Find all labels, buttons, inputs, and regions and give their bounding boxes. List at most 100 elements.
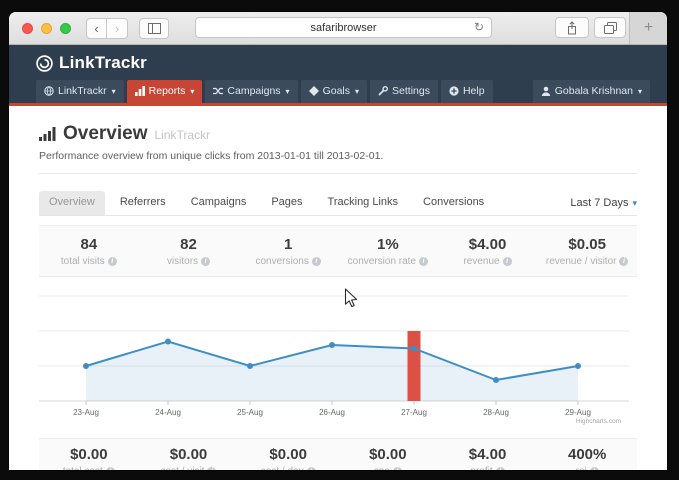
chevron-down-icon: ▾: [632, 197, 637, 208]
info-icon[interactable]: i: [495, 467, 505, 470]
stat-label: total cost: [63, 466, 103, 470]
chevron-down-icon: ▾: [285, 86, 290, 96]
stat-value: 82: [180, 236, 197, 253]
stats-bars-icon: [39, 127, 56, 141]
back-button[interactable]: ‹: [86, 17, 107, 39]
stat-cost-day: $0.00 cost / dayi: [238, 446, 338, 470]
stat-label: cost / visit: [161, 466, 205, 470]
stat-label: revenue / visitor: [545, 256, 617, 267]
stat-value: $0.00: [269, 446, 307, 463]
chevron-down-icon: ▾: [637, 86, 642, 96]
info-icon[interactable]: i: [306, 467, 316, 470]
info-icon[interactable]: i: [311, 257, 321, 266]
stat-conversions: 1 conversions i: [238, 236, 338, 267]
stat-value: 1: [284, 236, 293, 253]
tab-campaigns[interactable]: Campaigns: [190, 196, 247, 208]
tab-overview-button[interactable]: [594, 17, 626, 38]
minimize-window-icon[interactable]: [41, 22, 52, 34]
stat-value: $4.00: [468, 446, 507, 463]
nav-item-campaigns[interactable]: Campaigns ▾: [205, 80, 298, 103]
info-icon[interactable]: i: [105, 467, 115, 470]
plus-icon: +: [643, 19, 654, 36]
tab-conversions[interactable]: Conversions: [423, 196, 485, 208]
tab-overview[interactable]: Overview: [39, 191, 105, 215]
stat-total-visits: 84 total visits i: [39, 236, 139, 267]
info-icon[interactable]: i: [619, 257, 629, 266]
tab-referrers[interactable]: Referrers: [119, 196, 166, 208]
stat-value: $0.05: [568, 236, 606, 253]
stat-label: cpa: [374, 466, 390, 470]
svg-text:24-Aug: 24-Aug: [155, 408, 181, 417]
tab-pages[interactable]: Pages: [271, 196, 303, 208]
stat-total-cost: $0.00 total costi: [39, 446, 139, 470]
brand[interactable]: LinkTrackr: [9, 52, 667, 80]
info-icon[interactable]: i: [589, 467, 599, 470]
stat-label: conversions: [255, 256, 309, 267]
chevron-down-icon: ▾: [190, 86, 195, 96]
wrench-icon: [378, 86, 389, 96]
share-button[interactable]: [555, 17, 589, 38]
close-window-icon[interactable]: [22, 22, 33, 34]
page-subtitle: Performance overview from unique clicks …: [39, 150, 384, 162]
date-range-dropdown[interactable]: Last 7 Days ▾: [570, 197, 637, 209]
stat-value: 84: [80, 236, 98, 253]
stat-value: $0.00: [70, 446, 108, 463]
stat-revenue-visitor: $0.05 revenue / visitor i: [537, 236, 637, 267]
info-icon[interactable]: i: [419, 257, 429, 266]
stats-row-top: 84 total visits i 82 visitors i 1 conversions i 1…: [39, 225, 637, 277]
visits-chart[interactable]: 23-Aug 24-Aug 25-Aug 26-Aug 27-Aug 28-Aug 29-A…: [39, 277, 637, 427]
page-title: Overview: [63, 123, 148, 144]
nav-item-label: Goals: [322, 85, 350, 97]
svg-text:Highcharts.com: Highcharts.com: [576, 418, 621, 425]
stat-profit: $4.00 profiti: [438, 446, 538, 470]
sidebar-toggle-button[interactable]: [139, 17, 169, 39]
report-tabbar: Overview Referrers Campaigns Pages Tracking …: [39, 191, 637, 216]
nav-item-label: LinkTrackr: [58, 85, 107, 97]
history-nav-group: ‹ ›: [86, 17, 128, 39]
share-icon: [568, 20, 576, 34]
stat-revenue: $4.00 revenue i: [438, 236, 538, 267]
svg-text:27-Aug: 27-Aug: [401, 408, 427, 417]
forward-button[interactable]: ›: [107, 17, 128, 39]
info-icon[interactable]: i: [201, 257, 211, 266]
page-content: Overview LinkTrackr Performance overview…: [9, 106, 667, 470]
address-bar[interactable]: safaribrowser ↻: [195, 17, 492, 38]
help-circle-icon: [449, 86, 459, 96]
nav-item-label: Campaigns: [227, 85, 281, 97]
nav-item-help[interactable]: Help: [440, 80, 493, 103]
new-tab-button[interactable]: +: [629, 12, 667, 44]
nav-item-settings[interactable]: Settings: [370, 80, 438, 103]
stat-value: $4.00: [468, 236, 507, 253]
chevron-down-icon: ▾: [355, 86, 360, 96]
nav-item-linktrackr[interactable]: LinkTrackr ▾: [36, 80, 124, 103]
svg-text:29-Aug: 29-Aug: [565, 408, 591, 417]
stat-label: conversion rate: [347, 256, 417, 267]
brand-text: LinkTrackr: [59, 53, 147, 72]
bar-chart-icon: [134, 86, 145, 96]
forward-icon: ›: [114, 20, 120, 36]
info-icon[interactable]: i: [207, 467, 217, 470]
sidebar-icon: [147, 22, 161, 34]
stats-row-bottom: $0.00total costi$0.00cost / visiti$0.00c…: [39, 438, 637, 470]
svg-text:23-Aug: 23-Aug: [73, 408, 99, 417]
date-range-label: Last 7 Days: [570, 197, 629, 209]
nav-item-reports[interactable]: Reports ▾: [126, 80, 203, 103]
stat-cost-visit: $0.00 cost / visiti: [139, 446, 239, 470]
tabs-icon: [603, 21, 617, 34]
nav-item-goals[interactable]: Goals ▾: [300, 80, 368, 103]
nav-item-label: Reports: [148, 85, 186, 97]
stat-label: total visits: [60, 256, 105, 267]
zoom-window-icon[interactable]: [60, 22, 71, 34]
user-menu-gobala-krishnan[interactable]: Gobala Krishnan ▾: [532, 80, 650, 103]
info-icon[interactable]: i: [392, 467, 402, 470]
stat-label: roi: [576, 466, 587, 470]
target-icon: [308, 86, 319, 96]
globe-icon: [44, 86, 54, 96]
browser-window: ‹ › safaribrowser ↻ +: [9, 12, 667, 470]
svg-text:26-Aug: 26-Aug: [319, 408, 345, 417]
info-icon[interactable]: i: [107, 257, 117, 266]
tab-tracking-links[interactable]: Tracking Links: [327, 196, 399, 208]
info-icon[interactable]: i: [502, 257, 512, 266]
stat-cpa: $0.00 cpai: [338, 446, 438, 470]
reload-icon[interactable]: ↻: [473, 20, 484, 34]
